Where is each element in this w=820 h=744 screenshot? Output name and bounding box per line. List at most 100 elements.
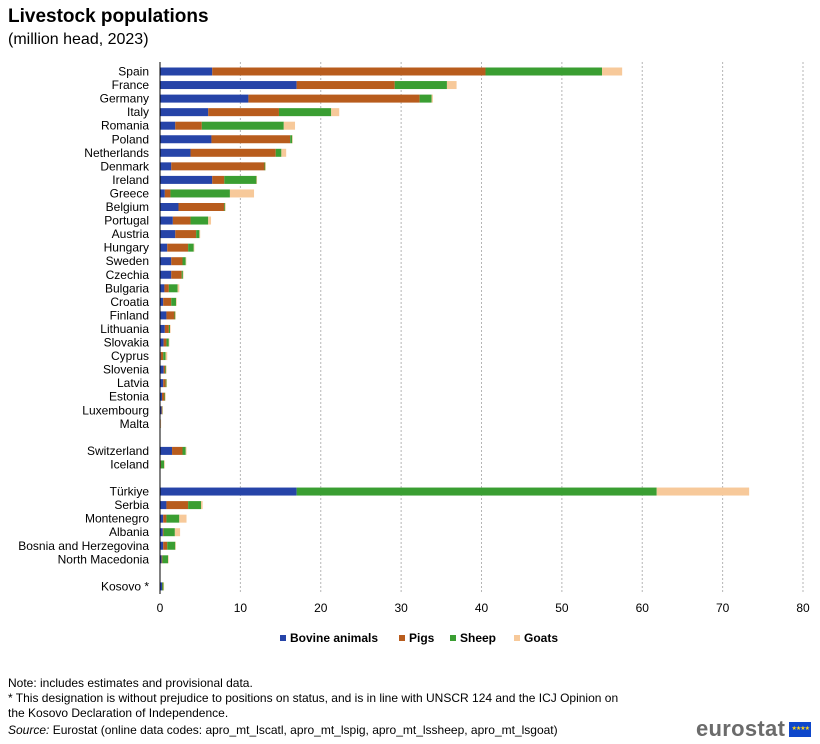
bar-pigs-3 [208,108,279,117]
bar-bovine-2 [160,94,249,103]
legend-label-goats: Goats [524,631,558,645]
bar-bovine-7 [160,162,172,171]
category-label: Ireland [112,173,149,187]
bar-sheep-12 [196,230,200,239]
bar-bovine-23 [160,379,164,388]
bar-sheep-31 [166,514,180,523]
eu-flag-icon: ★★★★ [789,721,812,737]
bar-goats-1 [446,81,457,90]
bar-goats-23 [166,379,168,388]
eurostat-logo[interactable]: eurostat ★★★★ [696,716,812,742]
x-tick-label: 20 [314,601,328,615]
legend-swatch-goats [514,635,520,641]
bar-pigs-6 [190,148,276,157]
bar-goats-0 [602,67,623,76]
bar-sheep-21 [163,352,166,361]
bar-bovine-29 [160,487,297,496]
bar-sheep-23 [165,379,167,388]
bar-sheep-29 [296,487,657,496]
bar-pigs-8 [212,175,225,184]
bar-goats-20 [168,338,170,347]
bar-pigs-28 [160,460,162,469]
bar-bovine-32 [160,528,163,537]
bar-bovine-18 [160,311,167,320]
bar-pigs-11 [172,216,191,225]
category-label: Luxembourg [82,403,149,417]
note-estimates: Note: includes estimates and provisional… [8,676,253,690]
category-label: Germany [100,92,149,106]
x-tick-label: 70 [716,601,730,615]
bar-bovine-11 [160,216,173,225]
bar-bovine-8 [160,175,213,184]
bar-sheep-32 [163,528,175,537]
legend-label-bovine: Bovine animals [290,631,378,645]
bar-goats-9 [229,189,255,198]
bar-goats-12 [199,230,201,239]
bar-goats-28 [164,460,165,469]
bar-pigs-10 [178,203,225,211]
bar-goats-4 [283,121,296,130]
bar-pigs-27 [172,446,183,455]
bar-bovine-25 [160,406,162,415]
bar-sheep-28 [160,460,165,469]
bar-sheep-3 [278,108,332,117]
bar-bovine-1 [160,81,297,90]
bar-pigs-34 [161,555,163,564]
bar-pigs-13 [167,243,189,252]
source-note: Source: Eurostat (online data codes: apr… [8,723,558,738]
category-label: Romania [101,119,149,133]
category-label: Finland [110,308,149,322]
bar-sheep-27 [182,446,186,455]
bar-goats-6 [281,148,287,157]
bar-goats-16 [177,284,180,293]
bar-pigs-14 [171,257,183,266]
bar-pigs-17 [163,297,172,306]
bar-pigs-4 [175,121,202,130]
bar-bovine-31 [160,514,164,523]
note-kosovo-line2: the Kosovo Declaration of Independence. [8,706,229,720]
bar-goats-14 [185,257,187,266]
bar-bovine-22 [160,365,164,374]
bar-bovine-3 [160,108,209,117]
category-label: Kosovo * [101,579,149,593]
bar-bovine-16 [160,284,165,293]
source-text: Eurostat (online data codes: apro_mt_lsc… [49,723,558,737]
bar-sheep-8 [224,175,257,184]
category-label: Greece [110,186,150,200]
bar-goats-5 [292,135,293,144]
category-label: Montenegro [85,512,149,526]
bar-goats-21 [165,352,168,361]
bar-goats-31 [179,514,187,523]
source-label: Source: [8,723,50,737]
bar-pigs-20 [163,338,167,347]
bar-pigs-25 [161,406,163,415]
bar-sheep-2 [419,94,432,103]
category-label: Croatia [110,295,149,309]
bar-pigs-12 [175,230,197,239]
bar-bovine-33 [160,541,164,550]
legend-swatch-pigs [399,635,405,641]
bar-sheep-22 [165,365,167,374]
bar-sheep-20 [166,338,169,347]
bar-sheep-18 [174,311,176,320]
bar-bovine-35 [160,582,163,591]
legend-label-pigs: Pigs [409,631,435,645]
bar-goats-11 [208,216,212,225]
bar-pigs-23 [163,379,166,388]
bar-pigs-0 [212,67,486,76]
category-label: Slovakia [104,336,150,350]
bar-goats-26 [160,419,162,428]
bar-pigs-7 [171,162,265,171]
bar-goats-24 [165,392,166,401]
category-label: Lithuania [100,322,149,336]
bar-goats-17 [176,297,177,306]
category-label: Serbia [114,498,149,512]
bar-pigs-2 [248,94,420,103]
bar-sheep-16 [168,284,178,293]
bar-sheep-14 [182,257,186,266]
category-label: Iceland [110,457,149,471]
legend-swatch-bovine [280,635,286,641]
livestock-bar-chart: SpainFranceGermanyItalyRomaniaPolandNeth… [18,62,810,645]
bar-goats-33 [175,541,176,550]
category-label: Switzerland [87,444,149,458]
